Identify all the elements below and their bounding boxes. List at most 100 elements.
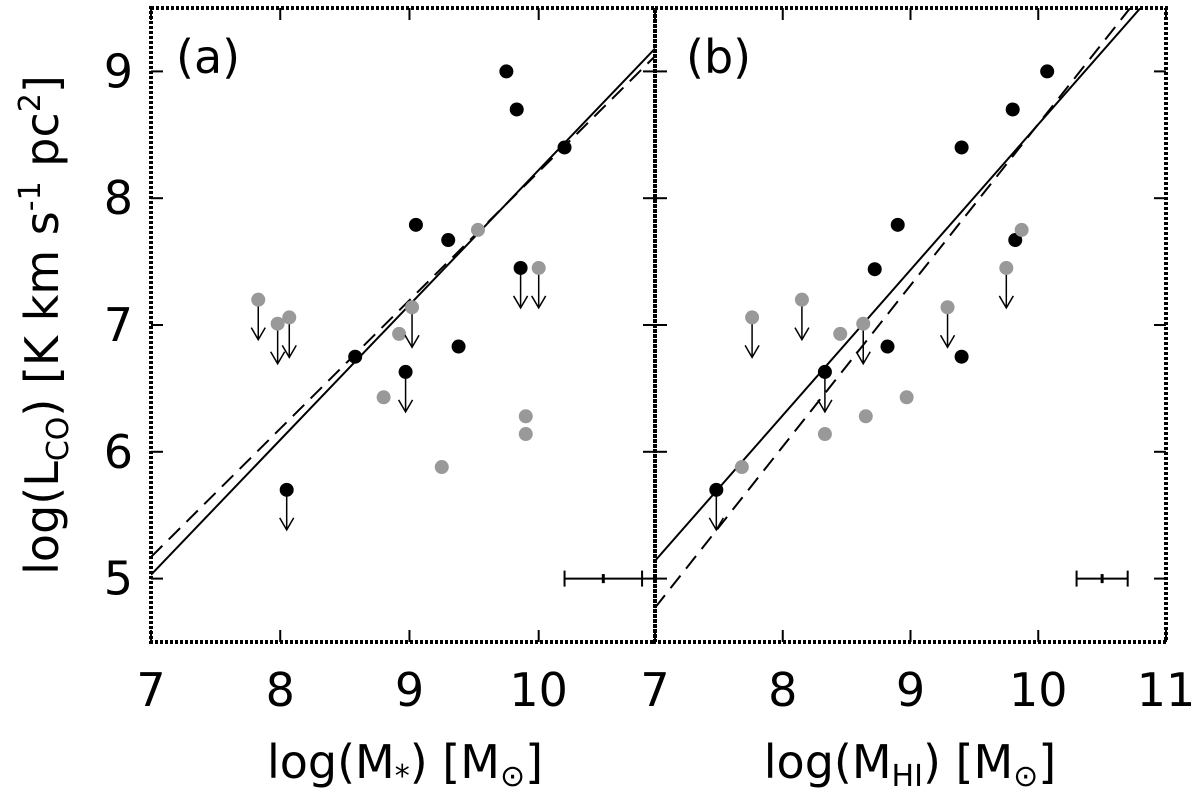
- data-point: [858, 409, 873, 424]
- data-point: [499, 64, 514, 79]
- y-axis-title-main: log(L: [15, 461, 69, 575]
- upper-limit-arrow-head: [531, 295, 547, 310]
- data-point: [1040, 64, 1055, 79]
- x-tick-label: 10: [509, 663, 568, 717]
- data-point: [451, 339, 466, 354]
- upper-limit-point: [856, 316, 871, 331]
- data-point: [376, 390, 391, 405]
- x-tick-label: 9: [395, 663, 424, 717]
- data-point: [518, 427, 533, 442]
- data-point: [557, 140, 572, 155]
- upper-limit-point: [794, 292, 809, 307]
- data-point: [434, 460, 449, 475]
- data-point: [817, 427, 832, 442]
- upper-limit-arrow-head: [269, 351, 286, 366]
- y-axis-title-end: ]: [15, 75, 69, 93]
- x-axis-title-b: log(MHI) [M⊙]: [764, 735, 1056, 794]
- panel-frame: [149, 6, 657, 644]
- upper-limit-point: [279, 482, 294, 497]
- upper-limit-arrow-head: [794, 327, 810, 342]
- data-point: [441, 233, 456, 248]
- panel-1: 7 8 9 10 11: [640, 6, 1196, 717]
- data-point: [890, 217, 905, 232]
- upper-limit-arrow-head: [817, 399, 833, 414]
- upper-limit-point: [817, 364, 832, 379]
- x-tick-label: 7: [640, 663, 669, 717]
- y-tick-label: 8: [104, 171, 133, 225]
- upper-limit-point: [999, 260, 1014, 275]
- x-tick-label: 8: [768, 663, 797, 717]
- x-axis-title-a-end: ]: [525, 735, 543, 789]
- data-point: [509, 102, 524, 117]
- x-axis-title-a: log(M*) [M⊙]: [267, 735, 543, 794]
- solid-fit-line: [151, 47, 655, 576]
- panel-0: 7 8 9 10 5 6 7 8 9: [104, 6, 657, 717]
- data-point: [518, 409, 533, 424]
- data-point: [1005, 102, 1020, 117]
- y-tick-label: 6: [104, 425, 133, 479]
- dashed-fit-line: [151, 55, 655, 558]
- data-point: [408, 217, 423, 232]
- upper-limit-arrow-head: [939, 334, 956, 349]
- upper-limit-point: [709, 482, 724, 497]
- upper-limit-point: [270, 316, 285, 331]
- upper-limit-arrow-head: [404, 334, 420, 349]
- data-point: [899, 390, 914, 405]
- x-axis-title-b-tail: ) [M: [923, 735, 1013, 789]
- x-tick-label: 7: [136, 663, 165, 717]
- solid-fit-line: [655, 8, 1142, 562]
- data-point: [392, 326, 407, 341]
- x-axis-title-a-main: log(M: [267, 735, 395, 789]
- y-tick-label: 9: [104, 44, 133, 98]
- upper-limit-arrow-head: [512, 295, 529, 310]
- x-axis-title-a-sub: *: [395, 759, 410, 794]
- data-point: [470, 222, 485, 237]
- y-axis-title-sup2: 2: [13, 93, 48, 112]
- upper-limit-arrow-head: [744, 345, 760, 359]
- x-tick-label: 10: [1009, 663, 1068, 717]
- y-tick-label: 5: [104, 552, 133, 606]
- upper-limit-arrow-head: [708, 517, 724, 532]
- y-axis-title: log(LCO) [K km s-1 pc2]: [13, 75, 76, 575]
- x-tick-label: 9: [896, 663, 925, 717]
- upper-limit-point: [531, 260, 546, 275]
- upper-limit-point: [251, 292, 266, 307]
- upper-limit-arrow-head: [279, 517, 295, 532]
- panel-label-a: (a): [176, 30, 240, 84]
- x-axis-title-a-sun: ⊙: [500, 759, 525, 794]
- y-tick-label: 7: [104, 298, 133, 352]
- dashed-fit-line: [655, 8, 1132, 609]
- upper-limit-point: [282, 310, 297, 325]
- chart-marks: 7 8 9 10 5 6 7 8 9 7 8 9 10 11: [104, 6, 1196, 717]
- x-axis-title-b-main: log(M: [764, 735, 892, 789]
- y-axis-title-sup1: -1: [13, 181, 48, 211]
- y-axis-title-mid2: pc: [15, 112, 69, 181]
- upper-limit-arrow-head: [397, 399, 414, 414]
- upper-limit-point: [745, 310, 760, 325]
- data-point: [833, 326, 848, 341]
- x-axis-title-b-end: ]: [1038, 735, 1056, 789]
- x-tick-label: 11: [1137, 663, 1196, 717]
- x-axis-title-b-sun: ⊙: [1013, 759, 1038, 794]
- data-point: [867, 262, 882, 277]
- data-point: [1008, 233, 1023, 248]
- x-tick-label: 8: [266, 663, 295, 717]
- upper-limit-point: [940, 300, 955, 315]
- upper-limit-point: [513, 260, 528, 275]
- upper-limit-point: [398, 364, 413, 379]
- upper-limit-point: [405, 300, 420, 315]
- x-axis-title-a-tail: ) [M: [410, 735, 500, 789]
- data-point: [880, 339, 895, 354]
- upper-limit-arrow-head: [998, 295, 1014, 310]
- data-point: [1014, 222, 1029, 237]
- data-point: [348, 349, 363, 364]
- y-axis-title-mid: ) [K km s: [15, 211, 69, 416]
- y-axis-title-sub: CO: [41, 417, 76, 462]
- data-point: [954, 140, 969, 155]
- data-point: [734, 460, 749, 475]
- x-axis-title-b-sub: HI: [892, 759, 923, 794]
- upper-limit-arrow-head: [250, 327, 266, 342]
- upper-limit-arrow-head: [855, 351, 871, 366]
